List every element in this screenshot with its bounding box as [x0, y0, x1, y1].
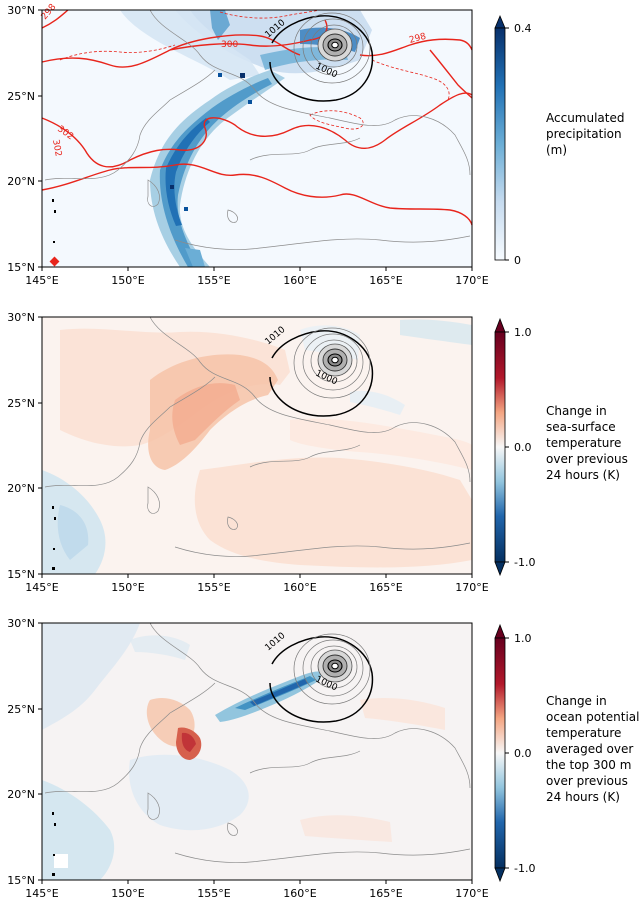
- lat-tick-label: 25°N: [7, 703, 35, 716]
- colorbar-mid-label: 0.0: [514, 747, 532, 760]
- panel-ocean-potential-temperature-change: 1010 1000 145°E 150°E 155°E 160°E 165°E …: [7, 617, 639, 900]
- panel-sst-change: 1010 1000 145°E 150°E 155°E 160°E 165°E …: [7, 311, 628, 594]
- map-area: 298 300 298 302 302 1010 1000: [40, 2, 473, 268]
- colorbar-title-line: over previous: [546, 452, 628, 466]
- lon-tick-label: 165°E: [369, 274, 402, 287]
- lon-tick-label: 160°E: [283, 887, 316, 900]
- colorbar-max-label: 1.0: [514, 326, 532, 339]
- lat-tick-label: 25°N: [7, 397, 35, 410]
- map-axes: 145°E 150°E 155°E 160°E 165°E 170°E 30°N…: [7, 617, 489, 900]
- colorbar-extend-arrow: [494, 14, 506, 29]
- lat-tick-label: 15°N: [7, 874, 35, 887]
- colorbar-title-line: temperature: [546, 726, 621, 740]
- colorbar-bar: [494, 27, 506, 261]
- lon-tick-label: 165°E: [369, 887, 402, 900]
- lon-tick-label: 165°E: [369, 581, 402, 594]
- colorbar-bar: [494, 331, 506, 563]
- opt-change-field: [42, 623, 445, 880]
- colorbar-title-line: 24 hours (K): [546, 468, 620, 482]
- lon-tick-label: 150°E: [111, 887, 144, 900]
- sst-change-field: [42, 319, 472, 574]
- lat-tick-label: 20°N: [7, 788, 35, 801]
- colorbar-title-line: Accumulated: [546, 111, 625, 125]
- map-axes: 145°E 150°E 155°E 160°E 165°E 170°E 30°N…: [7, 311, 489, 594]
- colorbar-title-line: ocean potential: [546, 710, 639, 724]
- colorbar-extend-arrow: [494, 561, 506, 577]
- colorbar-title-line: Change in: [546, 694, 607, 708]
- colorbar-title-line: precipitation: [546, 127, 622, 141]
- map-axes: 145°E 150°E 155°E 160°E 165°E 170°E 30°N…: [7, 4, 489, 287]
- colorbar-extend-arrow: [494, 623, 506, 639]
- lon-tick-label: 155°E: [197, 581, 230, 594]
- lon-tick-label: 150°E: [111, 274, 144, 287]
- colorbar-title-line: over previous: [546, 774, 628, 788]
- colorbar-title-line: (m): [546, 143, 567, 157]
- colorbar-title-line: averaged over: [546, 742, 633, 756]
- lon-tick-label: 170°E: [455, 274, 488, 287]
- lat-tick-label: 20°N: [7, 482, 35, 495]
- panel-precipitation: 298 300 298 302 302 1010 1000 145°E 150°…: [7, 2, 624, 287]
- lat-tick-label: 30°N: [7, 311, 35, 324]
- colorbar-extend-arrow: [494, 317, 506, 333]
- lat-tick-label: 25°N: [7, 90, 35, 103]
- lon-tick-label: 155°E: [197, 887, 230, 900]
- colorbar: 1.0 0.0 -1.0 Change in ocean potential t…: [494, 623, 639, 883]
- red-contour-label: 298: [408, 32, 427, 46]
- colorbar-title-line: 24 hours (K): [546, 790, 620, 804]
- colorbar-max-label: 0.4: [514, 22, 532, 35]
- lon-tick-label: 145°E: [25, 887, 58, 900]
- colorbar-extend-arrow: [494, 867, 506, 883]
- temperature-contours: [41, 9, 473, 226]
- map-area: 1010 1000: [41, 316, 473, 575]
- colorbar-title-line: sea-surface: [546, 420, 616, 434]
- colorbar-min-label: -1.0: [514, 556, 535, 569]
- colorbar-title-line: the top 300 m: [546, 758, 631, 772]
- lon-tick-label: 155°E: [197, 274, 230, 287]
- colorbar-title-line: temperature: [546, 436, 621, 450]
- lon-tick-label: 160°E: [283, 581, 316, 594]
- lon-tick-label: 150°E: [111, 581, 144, 594]
- lat-tick-label: 30°N: [7, 617, 35, 630]
- colorbar-min-label: 0: [514, 254, 521, 267]
- lat-tick-label: 15°N: [7, 261, 35, 274]
- red-contour-label: 300: [221, 40, 238, 50]
- lat-tick-label: 20°N: [7, 175, 35, 188]
- lon-tick-label: 170°E: [455, 581, 488, 594]
- colorbar-mid-label: 0.0: [514, 441, 532, 454]
- red-contour-label: 302: [50, 139, 63, 158]
- colorbar: 0.4 0 Accumulated precipitation (m): [494, 14, 625, 267]
- colorbar-max-label: 1.0: [514, 632, 532, 645]
- lon-tick-label: 145°E: [25, 581, 58, 594]
- lon-tick-label: 145°E: [25, 274, 58, 287]
- lat-tick-label: 15°N: [7, 568, 35, 581]
- lon-tick-label: 170°E: [455, 887, 488, 900]
- colorbar-title-line: Change in: [546, 404, 607, 418]
- lat-tick-label: 30°N: [7, 4, 35, 17]
- colorbar-min-label: -1.0: [514, 862, 535, 875]
- lon-tick-label: 160°E: [283, 274, 316, 287]
- colorbar: 1.0 0.0 -1.0 Change in sea-surface tempe…: [494, 317, 628, 577]
- colorbar-bar: [494, 637, 506, 869]
- map-area: 1010 1000: [41, 622, 473, 881]
